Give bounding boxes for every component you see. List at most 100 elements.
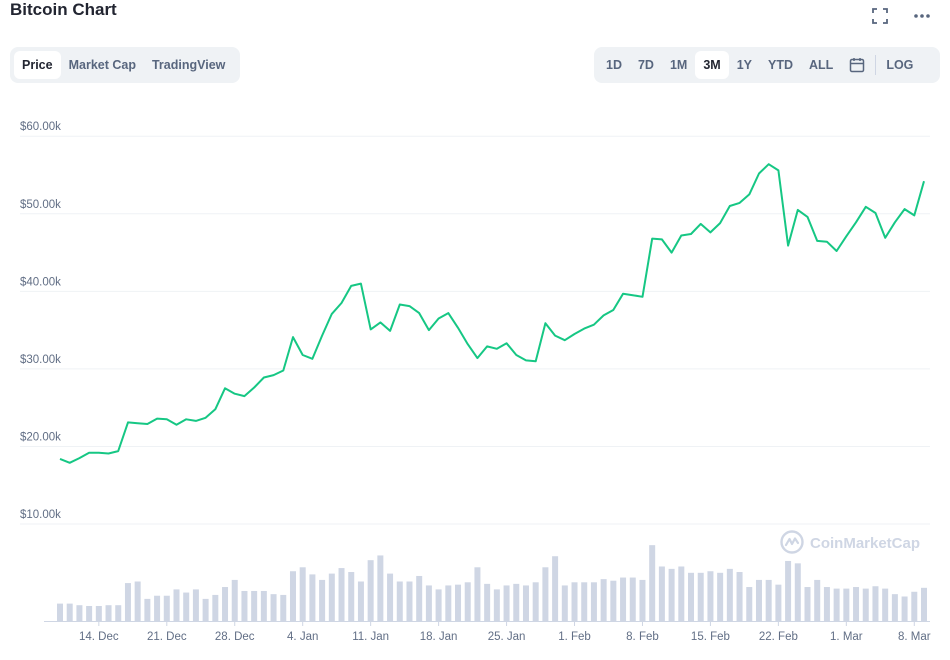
volume-bar[interactable] — [736, 572, 743, 621]
range-1m[interactable]: 1M — [669, 58, 688, 72]
volume-bar[interactable] — [726, 568, 733, 621]
volume-bar[interactable] — [484, 583, 491, 621]
volume-bar[interactable] — [105, 605, 112, 621]
volume-bar[interactable] — [76, 605, 83, 621]
volume-bar[interactable] — [746, 587, 753, 621]
volume-bar[interactable] — [804, 587, 811, 621]
range-ytd[interactable]: YTD — [768, 58, 794, 72]
volume-bar[interactable] — [367, 560, 374, 621]
volume-bar[interactable] — [561, 585, 568, 621]
volume-bar[interactable] — [435, 589, 442, 621]
volume-bar[interactable] — [115, 605, 122, 621]
volume-bar[interactable] — [522, 585, 529, 621]
volume-bar[interactable] — [552, 556, 559, 621]
volume-bar[interactable] — [464, 582, 471, 621]
volume-bar[interactable] — [95, 605, 102, 621]
range-all[interactable]: ALL — [809, 58, 834, 72]
volume-bar[interactable] — [183, 592, 190, 621]
tab-market-cap[interactable]: Market Cap — [68, 58, 136, 72]
volume-bar[interactable] — [532, 582, 539, 621]
volume-bar[interactable] — [406, 581, 413, 622]
volume-bar[interactable] — [542, 567, 549, 621]
volume-bar[interactable] — [853, 587, 860, 621]
volume-bar[interactable] — [241, 590, 248, 621]
volume-bar[interactable] — [717, 572, 724, 621]
volume-bar[interactable] — [814, 579, 821, 621]
tab-price[interactable]: Price — [14, 51, 61, 79]
volume-bar[interactable] — [212, 594, 219, 621]
volume-bar[interactable] — [154, 595, 161, 621]
volume-bar[interactable] — [387, 573, 394, 621]
volume-bar[interactable] — [86, 605, 93, 621]
volume-bar[interactable] — [891, 594, 898, 621]
volume-bar[interactable] — [668, 568, 675, 621]
volume-bar[interactable] — [658, 566, 665, 621]
volume-bar[interactable] — [513, 583, 520, 621]
volume-bar[interactable] — [639, 579, 646, 621]
volume-bar[interactable] — [192, 589, 199, 621]
volume-bar[interactable] — [124, 583, 131, 621]
volume-bar[interactable] — [474, 567, 481, 621]
volume-bar[interactable] — [688, 572, 695, 621]
volume-bar[interactable] — [319, 579, 326, 621]
volume-bar[interactable] — [66, 603, 73, 621]
calendar-icon[interactable] — [841, 51, 873, 79]
range-7d[interactable]: 7D — [637, 58, 654, 72]
volume-bar[interactable] — [590, 582, 597, 621]
volume-bar[interactable] — [649, 545, 656, 621]
volume-bar[interactable] — [173, 589, 180, 621]
range-1y[interactable]: 1Y — [736, 58, 753, 72]
volume-bar[interactable] — [862, 588, 869, 621]
volume-bar[interactable] — [823, 587, 830, 621]
volume-bar[interactable] — [833, 588, 840, 621]
volume-bar[interactable] — [357, 581, 364, 622]
volume-bar[interactable] — [775, 584, 782, 621]
volume-bar[interactable] — [455, 584, 462, 621]
volume-bar[interactable] — [600, 579, 607, 621]
volume-bar[interactable] — [503, 585, 510, 621]
volume-bar[interactable] — [309, 574, 316, 621]
volume-bar[interactable] — [921, 587, 927, 621]
volume-bar[interactable] — [785, 560, 792, 621]
volume-bar[interactable] — [251, 590, 258, 621]
volume-bar[interactable] — [765, 579, 772, 621]
volume-bar[interactable] — [338, 568, 345, 621]
volume-bar[interactable] — [163, 595, 170, 621]
volume-bar[interactable] — [901, 596, 908, 621]
volume-bar[interactable] — [794, 563, 801, 621]
volume-bar[interactable] — [270, 594, 277, 621]
volume-bar[interactable] — [222, 587, 229, 621]
price-line[interactable] — [59, 163, 925, 464]
volume-bar[interactable] — [707, 571, 714, 621]
volume-bar[interactable] — [629, 577, 636, 621]
volume-bar[interactable] — [396, 581, 403, 622]
volume-bar[interactable] — [882, 588, 889, 621]
log-scale-toggle[interactable]: LOG — [886, 58, 914, 72]
volume-bar[interactable] — [620, 577, 627, 621]
volume-bar[interactable] — [581, 582, 588, 621]
volume-bar[interactable] — [445, 585, 452, 621]
volume-bar[interactable] — [678, 566, 685, 621]
volume-bar[interactable] — [202, 598, 209, 621]
more-dots-icon[interactable] — [912, 6, 932, 26]
range-3m[interactable]: 3M — [695, 51, 729, 79]
volume-bar[interactable] — [299, 567, 306, 621]
fullscreen-icon[interactable] — [870, 6, 890, 26]
volume-bar[interactable] — [328, 573, 335, 621]
volume-bar[interactable] — [843, 588, 850, 621]
volume-bar[interactable] — [610, 580, 617, 621]
volume-bar[interactable] — [571, 582, 578, 621]
tab-tradingview[interactable]: TradingView — [151, 58, 226, 72]
volume-bar[interactable] — [911, 591, 918, 621]
volume-bar[interactable] — [755, 579, 762, 621]
volume-bar[interactable] — [231, 579, 238, 621]
volume-bar[interactable] — [425, 585, 432, 621]
volume-bar[interactable] — [377, 555, 384, 621]
volume-bar[interactable] — [348, 572, 355, 621]
volume-bar[interactable] — [134, 581, 141, 622]
volume-bar[interactable] — [144, 598, 151, 621]
volume-bar[interactable] — [493, 589, 500, 621]
volume-bar[interactable] — [260, 590, 267, 621]
volume-bar[interactable] — [872, 586, 879, 621]
volume-bar[interactable] — [57, 603, 63, 621]
